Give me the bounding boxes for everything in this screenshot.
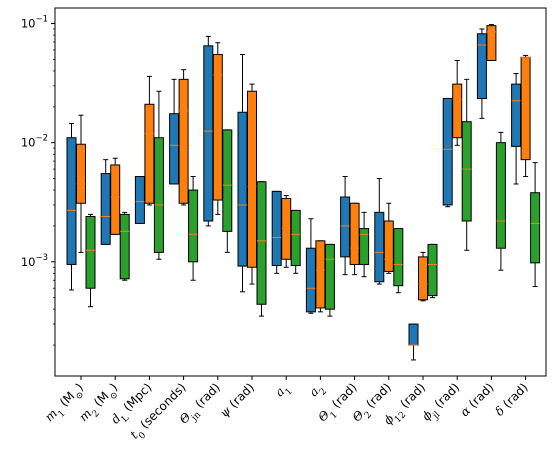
category-group: [374, 178, 404, 294]
box: [212, 53, 223, 201]
box: [290, 209, 301, 267]
box: [418, 256, 428, 301]
box: [237, 111, 248, 267]
box: [134, 175, 145, 224]
box: [520, 56, 531, 161]
x-tick-label: δ (rad): [492, 380, 530, 418]
box: [256, 181, 267, 305]
box: [188, 189, 199, 263]
box: [359, 228, 370, 265]
category-group: [169, 69, 199, 281]
box: [203, 45, 214, 222]
box: [153, 137, 164, 253]
x-tick-label: a1: [272, 380, 295, 403]
y-tick-label: 10−1: [21, 15, 48, 31]
box: [452, 83, 463, 139]
box: [247, 90, 257, 268]
category-group: [66, 114, 96, 308]
category-group: [408, 243, 438, 361]
x-tick-label: α (rad): [457, 380, 496, 419]
box: [511, 83, 522, 147]
axes-frame: [54, 7, 547, 377]
category-group: [134, 75, 164, 260]
category-group: [511, 54, 541, 288]
box: [271, 190, 282, 267]
box: [169, 113, 180, 185]
category-group: [340, 175, 370, 278]
category-group: [100, 157, 130, 281]
category-group: [476, 24, 506, 271]
box: [305, 247, 316, 313]
box: [178, 78, 189, 204]
box: [144, 103, 155, 204]
box: [340, 196, 351, 258]
box: [486, 25, 497, 61]
y-tick-label: 10−3: [21, 253, 48, 269]
category-group: [442, 59, 472, 251]
box: [119, 213, 130, 280]
category-group: [305, 218, 335, 317]
category-group: [271, 190, 301, 274]
plot-area: [66, 24, 541, 361]
box: [530, 192, 541, 264]
box: [349, 202, 360, 265]
box: [476, 33, 487, 99]
box: [442, 97, 453, 206]
x-tick-label: ϕjl (rad): [419, 380, 466, 427]
box: [85, 216, 96, 289]
box: [427, 243, 438, 297]
box: [100, 173, 111, 245]
x-tick-label: a2: [307, 380, 330, 403]
y-tick-label: 10−2: [21, 134, 48, 150]
category-group: [237, 53, 267, 317]
box: [461, 121, 472, 222]
box: [495, 142, 506, 249]
category-group: [203, 35, 233, 253]
x-tick-label: ψ (rad): [217, 380, 257, 420]
box: [408, 323, 419, 346]
box: [324, 243, 335, 310]
box: [222, 129, 233, 232]
box: [383, 220, 394, 272]
box: [76, 143, 86, 204]
box: [374, 211, 385, 283]
box: [66, 137, 77, 265]
box: [393, 228, 404, 287]
box: [110, 164, 121, 235]
box: [315, 240, 326, 309]
